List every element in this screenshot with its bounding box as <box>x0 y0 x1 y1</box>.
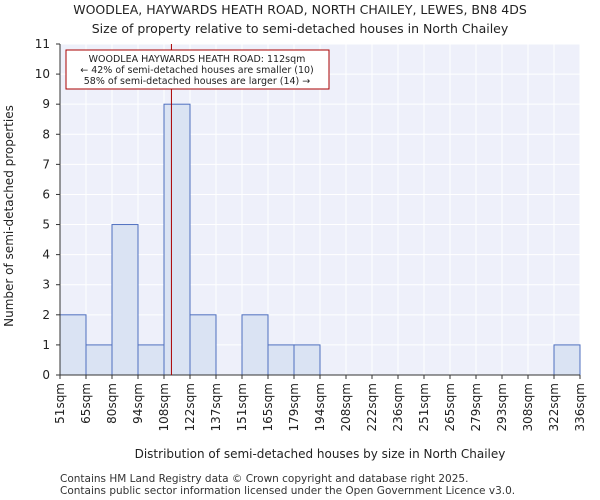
chart-subtitle: Size of property relative to semi-detach… <box>92 21 509 36</box>
x-tick-label: 308sqm <box>521 383 535 431</box>
x-tick-label: 293sqm <box>495 383 509 431</box>
x-tick-label: 80sqm <box>105 383 119 424</box>
annotation-box <box>65 49 330 90</box>
x-tick-label: 322sqm <box>547 383 561 431</box>
annotation-line: 58% of semi-detached houses are larger (… <box>84 76 311 87</box>
y-tick-label: 2 <box>42 308 50 322</box>
x-tick-label: 236sqm <box>391 383 405 431</box>
histogram-bar <box>267 344 295 376</box>
annotation-line: ← 42% of semi-detached houses are smalle… <box>80 65 314 76</box>
x-tick-label: 94sqm <box>131 383 145 424</box>
histogram-bar <box>137 344 165 376</box>
x-tick-label: 179sqm <box>287 383 301 431</box>
x-tick-label: 279sqm <box>469 383 483 431</box>
histogram-bar <box>163 103 191 376</box>
histogram-bar <box>293 344 321 376</box>
y-tick-label: 9 <box>42 97 50 111</box>
histogram-bar <box>553 344 581 376</box>
x-tick-label: 336sqm <box>573 383 587 431</box>
histogram-bar <box>189 314 217 376</box>
y-tick-label: 6 <box>42 187 50 201</box>
y-tick-label: 8 <box>42 127 50 141</box>
x-tick-label: 51sqm <box>53 383 67 424</box>
x-tick-label: 265sqm <box>443 383 457 431</box>
chart-title: WOODLEA, HAYWARDS HEATH ROAD, NORTH CHAI… <box>73 2 527 17</box>
x-tick-label: 251sqm <box>417 383 431 431</box>
x-axis-label: Distribution of semi-detached houses by … <box>135 447 506 461</box>
x-tick-label: 165sqm <box>261 383 275 431</box>
histogram-bar <box>241 314 269 376</box>
y-tick-label: 4 <box>42 248 50 262</box>
histogram-bar <box>59 314 87 376</box>
x-tick-label: 137sqm <box>209 383 223 431</box>
footer-credit-1: Contains HM Land Registry data © Crown c… <box>60 473 469 485</box>
y-tick-label: 11 <box>35 37 50 51</box>
histogram-bar <box>111 224 139 376</box>
footer-credit-2: Contains public sector information licen… <box>60 485 516 497</box>
y-axis-label: Number of semi-detached properties <box>2 105 16 327</box>
y-tick-label: 5 <box>42 218 50 232</box>
y-tick-label: 0 <box>42 368 50 382</box>
y-tick-label: 1 <box>42 338 50 352</box>
x-tick-label: 65sqm <box>79 383 93 424</box>
annotation-line: WOODLEA HAYWARDS HEATH ROAD: 112sqm <box>89 54 306 65</box>
histogram-bar <box>85 344 113 376</box>
x-tick-label: 222sqm <box>365 383 379 431</box>
x-tick-label: 122sqm <box>183 383 197 431</box>
y-tick-label: 7 <box>42 157 50 171</box>
y-tick-label: 3 <box>42 278 50 292</box>
x-tick-label: 151sqm <box>235 383 249 431</box>
x-tick-label: 108sqm <box>157 383 171 431</box>
x-tick-label: 194sqm <box>313 383 327 431</box>
y-tick-label: 10 <box>35 67 50 81</box>
x-tick-label: 208sqm <box>339 383 353 431</box>
